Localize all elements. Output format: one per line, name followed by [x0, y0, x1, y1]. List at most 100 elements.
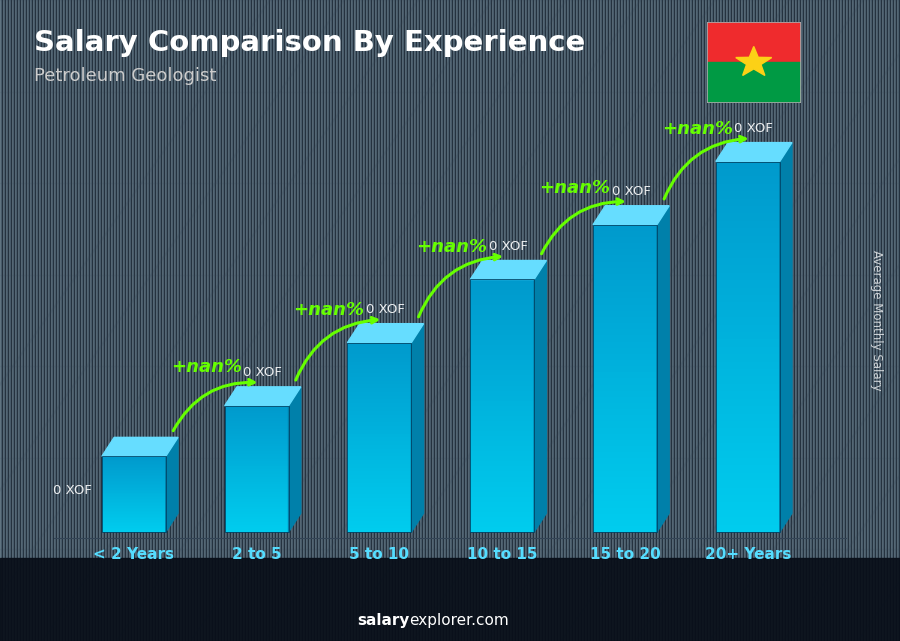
Bar [593, 501, 657, 508]
Bar [471, 410, 534, 416]
Bar [225, 494, 289, 497]
Bar [716, 420, 779, 428]
Bar [593, 513, 657, 520]
Polygon shape [347, 324, 424, 342]
Bar [593, 230, 657, 237]
Bar [716, 457, 779, 465]
Bar [716, 324, 779, 332]
Text: 0 XOF: 0 XOF [489, 240, 527, 253]
Bar [593, 359, 657, 366]
Bar [225, 408, 289, 411]
Bar [716, 479, 779, 488]
Bar [716, 257, 779, 265]
Bar [593, 310, 657, 317]
Bar [225, 417, 289, 421]
Bar [593, 396, 657, 403]
Bar [716, 517, 779, 525]
Bar [225, 448, 289, 451]
Text: 0 XOF: 0 XOF [243, 366, 283, 379]
Bar [347, 501, 411, 506]
Bar [471, 405, 534, 411]
Bar [471, 420, 534, 426]
Text: explorer.com: explorer.com [410, 613, 509, 628]
Bar [471, 284, 534, 290]
Bar [347, 403, 411, 407]
Bar [593, 236, 657, 243]
Bar [347, 365, 411, 369]
Bar [471, 329, 534, 335]
Bar [225, 516, 289, 519]
Bar [347, 345, 411, 350]
Bar [471, 360, 534, 365]
Bar [471, 521, 534, 527]
Bar [225, 465, 289, 469]
Polygon shape [225, 387, 301, 406]
Bar [102, 475, 166, 478]
Bar [225, 406, 289, 532]
Bar [347, 486, 411, 490]
Bar [593, 427, 657, 434]
Bar [102, 469, 166, 472]
Bar [593, 494, 657, 501]
Bar [225, 438, 289, 441]
Bar [225, 519, 289, 522]
Bar [347, 448, 411, 453]
Bar [716, 249, 779, 258]
Bar [471, 451, 534, 456]
Bar [471, 415, 534, 421]
Bar [593, 378, 657, 385]
Bar [716, 472, 779, 480]
Bar [347, 459, 411, 464]
Bar [593, 525, 657, 532]
Text: 0 XOF: 0 XOF [734, 122, 773, 135]
Bar [102, 472, 166, 474]
Bar [347, 361, 411, 365]
Bar [225, 478, 289, 481]
Bar [471, 511, 534, 517]
Bar [347, 520, 411, 524]
Bar [225, 405, 289, 408]
Text: 0 XOF: 0 XOF [612, 185, 651, 198]
Bar [347, 376, 411, 381]
Bar [471, 385, 534, 390]
Bar [102, 486, 166, 488]
Bar [225, 440, 289, 444]
Bar [593, 482, 657, 489]
Bar [347, 512, 411, 517]
Bar [471, 354, 534, 360]
Bar [347, 470, 411, 475]
Bar [593, 433, 657, 440]
Bar [471, 299, 534, 304]
Bar [471, 309, 534, 315]
Bar [347, 437, 411, 441]
Bar [716, 213, 779, 221]
Bar [471, 288, 534, 295]
Bar [347, 497, 411, 502]
Bar [225, 491, 289, 494]
Bar [347, 516, 411, 520]
Bar [593, 285, 657, 292]
Bar [102, 485, 166, 487]
Text: 0 XOF: 0 XOF [53, 484, 92, 497]
Bar [347, 399, 411, 403]
Bar [716, 413, 779, 421]
Bar [471, 400, 534, 406]
Text: +nan%: +nan% [539, 179, 610, 197]
Bar [102, 487, 166, 490]
Bar [347, 425, 411, 429]
Bar [593, 279, 657, 286]
Bar [225, 511, 289, 515]
Bar [347, 342, 411, 346]
Bar [225, 526, 289, 529]
Bar [102, 522, 166, 524]
Bar [347, 342, 411, 532]
Bar [347, 467, 411, 472]
Bar [102, 528, 166, 531]
Bar [716, 398, 779, 406]
Bar [347, 478, 411, 483]
Bar [471, 440, 534, 446]
Bar [225, 483, 289, 487]
Polygon shape [534, 260, 546, 532]
Bar [471, 334, 534, 340]
Bar [716, 442, 779, 451]
